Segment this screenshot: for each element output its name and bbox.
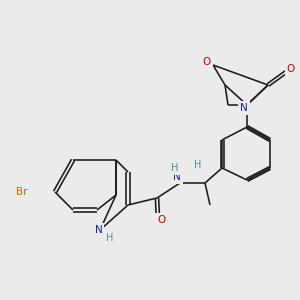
Text: N: N — [94, 225, 102, 235]
Text: H: H — [106, 233, 114, 243]
Text: H: H — [171, 163, 179, 173]
Text: O: O — [203, 57, 211, 67]
Text: N: N — [173, 172, 181, 182]
Text: O: O — [286, 64, 295, 74]
Text: Br: Br — [16, 187, 28, 197]
Text: O: O — [157, 215, 165, 225]
Text: N: N — [240, 103, 248, 113]
Text: H: H — [194, 160, 202, 170]
